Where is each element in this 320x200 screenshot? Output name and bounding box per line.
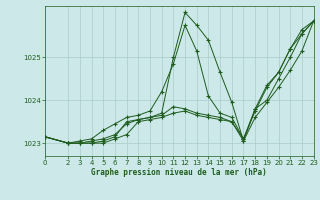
X-axis label: Graphe pression niveau de la mer (hPa): Graphe pression niveau de la mer (hPa) bbox=[91, 168, 267, 177]
